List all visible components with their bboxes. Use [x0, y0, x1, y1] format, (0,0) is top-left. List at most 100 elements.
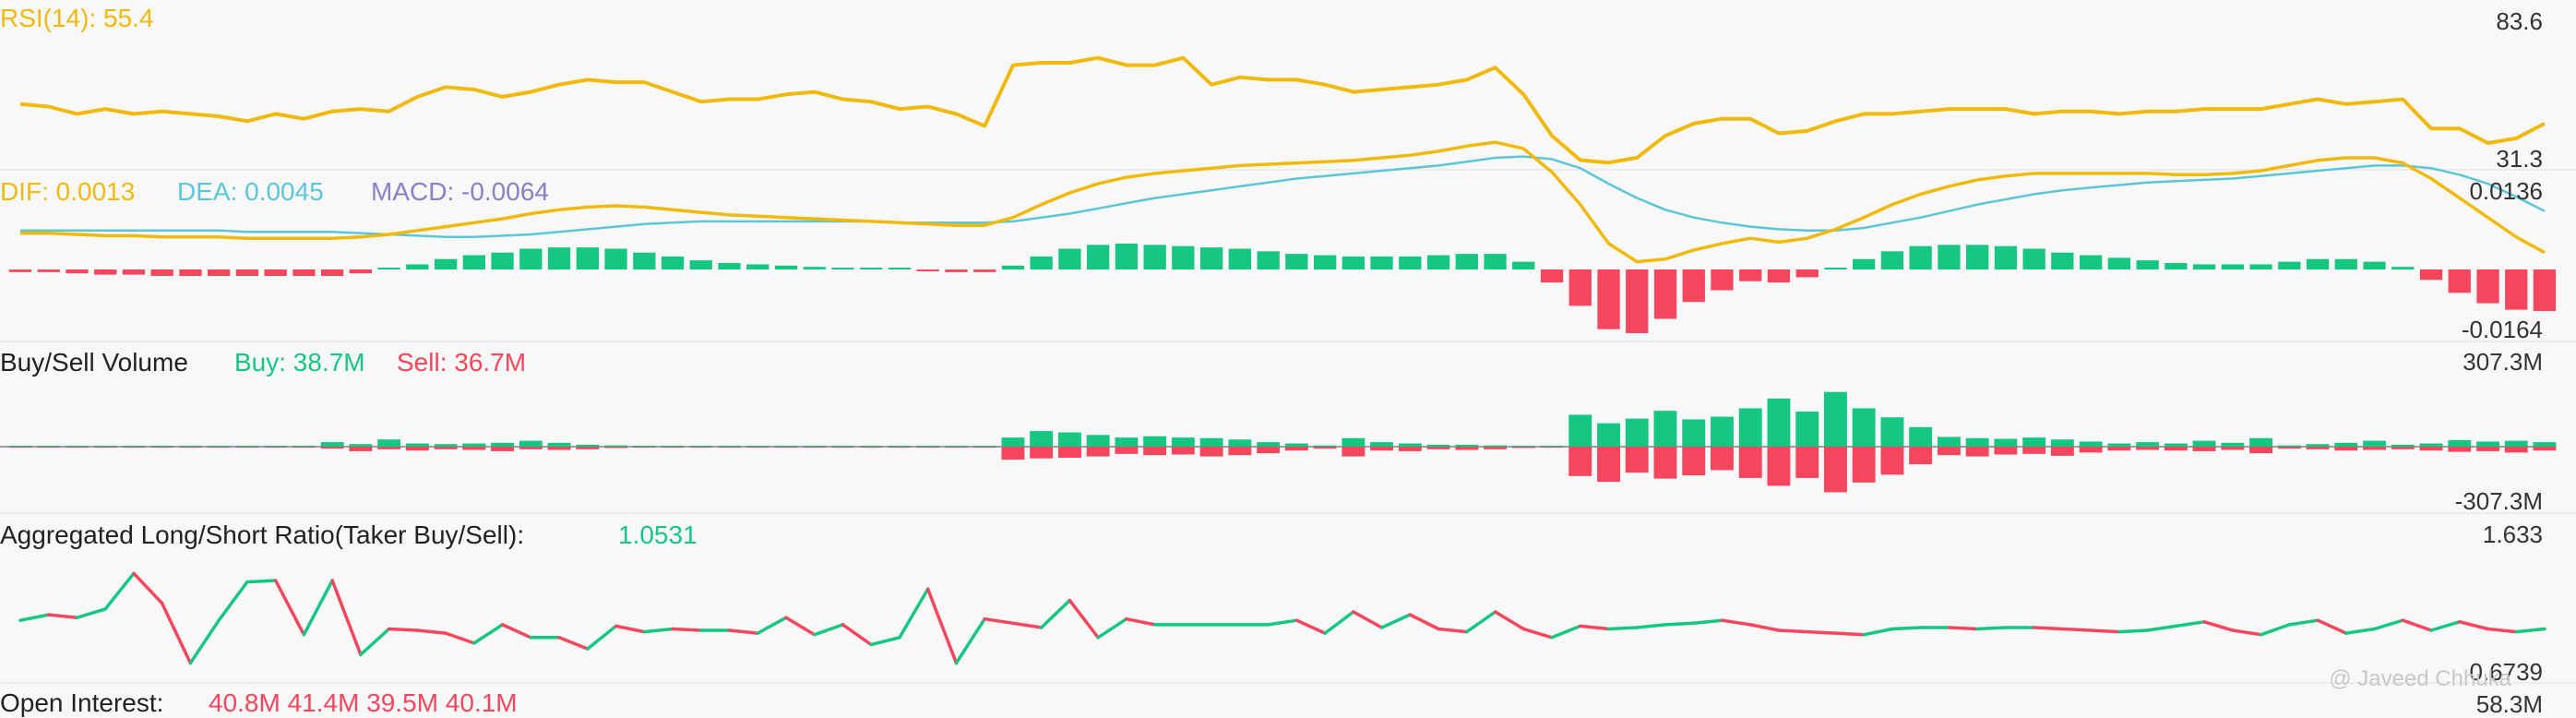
- ratio-line-segment: [359, 627, 391, 657]
- macd-histogram-bar: [1484, 254, 1507, 269]
- ratio-line-segment: [1437, 627, 1469, 634]
- buy-volume-bar: [1115, 437, 1139, 447]
- macd-histogram-bar: [1087, 245, 1110, 269]
- buy-volume-bar: [405, 443, 429, 447]
- ratio-line-segment: [1067, 598, 1100, 640]
- macd-histogram-bar: [1115, 243, 1139, 269]
- buy-volume-bar: [179, 446, 202, 447]
- sell-volume-bar: [2363, 447, 2386, 450]
- macd-histogram-bar: [2391, 267, 2415, 269]
- rsi-axis-bottom: 31.3: [2496, 145, 2543, 173]
- ratio-line-segment: [500, 623, 533, 640]
- sell-volume-bar: [1228, 447, 1252, 456]
- sell-volume-bar: [2221, 447, 2245, 450]
- buy-volume-bar: [1795, 411, 1819, 447]
- macd-histogram-bar: [888, 268, 912, 269]
- macd-histogram-bar: [633, 252, 656, 269]
- sell-volume-bar: [2306, 447, 2330, 449]
- sell-volume-bar: [264, 447, 288, 448]
- sell-volume-bar: [774, 447, 798, 448]
- buy-volume-bar: [661, 446, 685, 447]
- ratio-line-segment: [2202, 620, 2235, 632]
- buy-volume-bar: [1909, 426, 1933, 447]
- buy-volume-bar: [803, 446, 827, 447]
- ratio-line-segment: [614, 624, 647, 634]
- buy-volume-bar: [292, 446, 316, 447]
- sell-volume-bar: [1370, 447, 1393, 451]
- macd-histogram-bar: [860, 268, 883, 269]
- macd-histogram-bar: [1938, 245, 1961, 269]
- sell-volume-bar: [1284, 447, 1308, 451]
- macd-histogram-bar: [2505, 269, 2528, 310]
- macd-histogram-bar: [2448, 269, 2471, 293]
- sell-volume-bar: [122, 447, 146, 448]
- macd-histogram-bar: [831, 268, 854, 269]
- macd-dif-label: DIF: 0.0013: [0, 177, 136, 206]
- sell-volume-bar: [1484, 447, 1507, 449]
- sell-volume-bar: [1426, 447, 1450, 449]
- macd-histogram-bar: [1257, 251, 1280, 269]
- sell-volume-bar: [1342, 447, 1366, 457]
- ratio-line-segment: [1635, 623, 1667, 629]
- ratio-line-segment: [1294, 618, 1327, 635]
- buy-volume-bar: [916, 446, 940, 447]
- sell-volume-bar: [745, 447, 769, 448]
- buy-volume-bar: [1257, 442, 1281, 447]
- sell-volume-bar: [859, 447, 883, 448]
- sell-volume-bar: [1511, 447, 1535, 449]
- rsi-line: [19, 55, 2546, 165]
- ratio-line-segment: [1352, 610, 1384, 629]
- sell-volume-bar: [1257, 447, 1281, 454]
- buy-volume-bar: [1030, 431, 1054, 447]
- ratio-line-segment: [1039, 598, 1072, 629]
- macd-histogram-bar: [208, 269, 231, 276]
- volume-title: Buy/Sell Volume: [0, 348, 188, 377]
- macd-histogram-bar: [292, 269, 316, 276]
- ratio-line-segment: [75, 607, 107, 619]
- buy-volume-bar: [1313, 445, 1337, 447]
- macd-histogram-bar: [2080, 255, 2103, 269]
- sell-volume-bar: [434, 447, 458, 449]
- macd-histogram-bar: [1285, 254, 1308, 269]
- macd-histogram-bar: [2533, 269, 2557, 311]
- macd-histogram-bar: [1880, 251, 1904, 269]
- buy-volume-bar: [2448, 439, 2472, 447]
- macd-histogram-bar: [1512, 261, 1535, 269]
- macd-histogram-bar: [746, 264, 769, 269]
- macd-histogram-bar: [2022, 248, 2045, 269]
- ratio-line-segment: [1890, 626, 1923, 631]
- macd-histogram-bar: [2165, 263, 2188, 269]
- ratio-line-segment: [2486, 627, 2519, 634]
- sell-volume-bar: [405, 447, 429, 451]
- sell-volume-bar: [2533, 447, 2557, 451]
- sell-volume-bar: [661, 447, 685, 448]
- sell-volume-bar: [1540, 447, 1564, 448]
- buy-volume-bar: [1938, 437, 1961, 447]
- sell-volume-bar: [1058, 447, 1081, 458]
- ratio-line-segment: [1975, 626, 2008, 631]
- ratio-line-segment: [2287, 618, 2320, 627]
- buy-volume-bar: [122, 446, 146, 447]
- buy-volume-bar: [1824, 391, 1847, 447]
- macd-histogram-bar: [576, 247, 599, 269]
- macd-histogram-bar: [1994, 245, 2018, 269]
- ratio-line-segment: [1947, 626, 1979, 631]
- sell-volume-bar: [1653, 447, 1677, 479]
- ratio-line-segment: [1465, 610, 1497, 634]
- sell-volume-bar: [66, 447, 89, 448]
- ratio-line-segment: [2089, 628, 2121, 634]
- ratio-line-segment: [671, 627, 703, 632]
- macd-histogram-bar: [235, 269, 259, 276]
- volume-sell-label: Sell: 36.7M: [397, 348, 527, 377]
- ratio-line-segment: [1323, 610, 1355, 635]
- sell-volume-bar: [888, 447, 912, 448]
- sell-volume-bar: [1455, 447, 1479, 450]
- macd-histogram-bar: [2419, 269, 2443, 281]
- buy-volume-bar: [718, 446, 741, 447]
- ratio-line-segment: [160, 601, 193, 665]
- sell-volume-bar: [972, 447, 996, 448]
- macd-histogram-bar: [1314, 255, 1337, 269]
- buy-volume-bar: [150, 446, 174, 447]
- buy-volume-bar: [2107, 443, 2131, 447]
- buy-volume-bar: [745, 446, 769, 447]
